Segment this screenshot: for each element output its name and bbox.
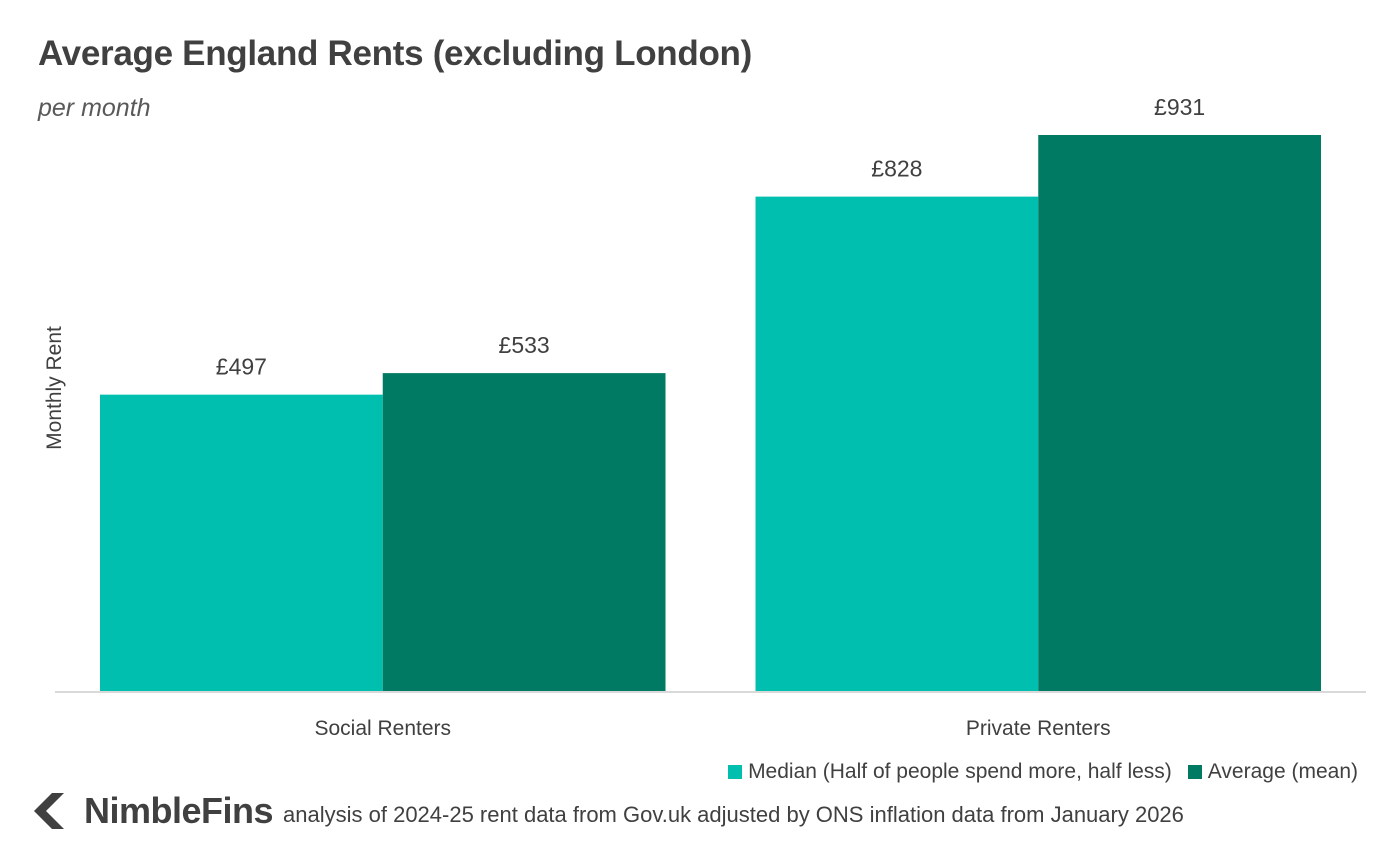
y-axis-label: Monthly Rent — [43, 326, 66, 450]
legend: Median (Half of people spend more, half … — [712, 760, 1358, 784]
bar-median-0 — [100, 394, 383, 692]
x-tick-label-1: Private Renters — [966, 717, 1111, 740]
bars-layer — [100, 135, 1321, 692]
legend-swatch-median — [728, 765, 743, 779]
data-label-median-0: £497 — [216, 354, 267, 380]
brand-logo: NimbleFins — [28, 790, 274, 832]
footer: NimbleFins analysis of 2024-25 rent data… — [28, 790, 1184, 832]
data-label-median-1: £828 — [871, 156, 922, 182]
legend-swatch-average — [1187, 765, 1202, 779]
data-labels-layer: £497 £533 £828 £931 — [216, 94, 1205, 380]
legend-item-median: Median (Half of people spend more, half … — [728, 760, 1172, 784]
bar-chart: £497 £533 £828 £931 Social Renters Private R… — [43, 94, 1366, 740]
legend-label-average: Average (mean) — [1207, 760, 1358, 783]
legend-label-median: Median (Half of people spend more, half … — [748, 760, 1172, 783]
x-tick-labels-layer: Social Renters Private Renters — [314, 717, 1110, 740]
bar-average-0 — [382, 373, 666, 692]
bar-median-1 — [755, 196, 1039, 692]
brand-name: NimbleFins — [84, 790, 274, 831]
data-label-average-0: £533 — [499, 332, 550, 358]
source-note: analysis of 2024-25 rent data from Gov.u… — [283, 802, 1184, 827]
chart-subtitle: per month — [38, 94, 151, 122]
data-label-average-1: £931 — [1154, 94, 1205, 120]
chart-title: Average England Rents (excluding London) — [38, 34, 752, 73]
chevron-left-icon — [34, 793, 64, 829]
bar-average-1 — [1038, 135, 1321, 692]
x-tick-label-0: Social Renters — [314, 717, 451, 740]
legend-item-average: Average (mean) — [1187, 760, 1358, 784]
